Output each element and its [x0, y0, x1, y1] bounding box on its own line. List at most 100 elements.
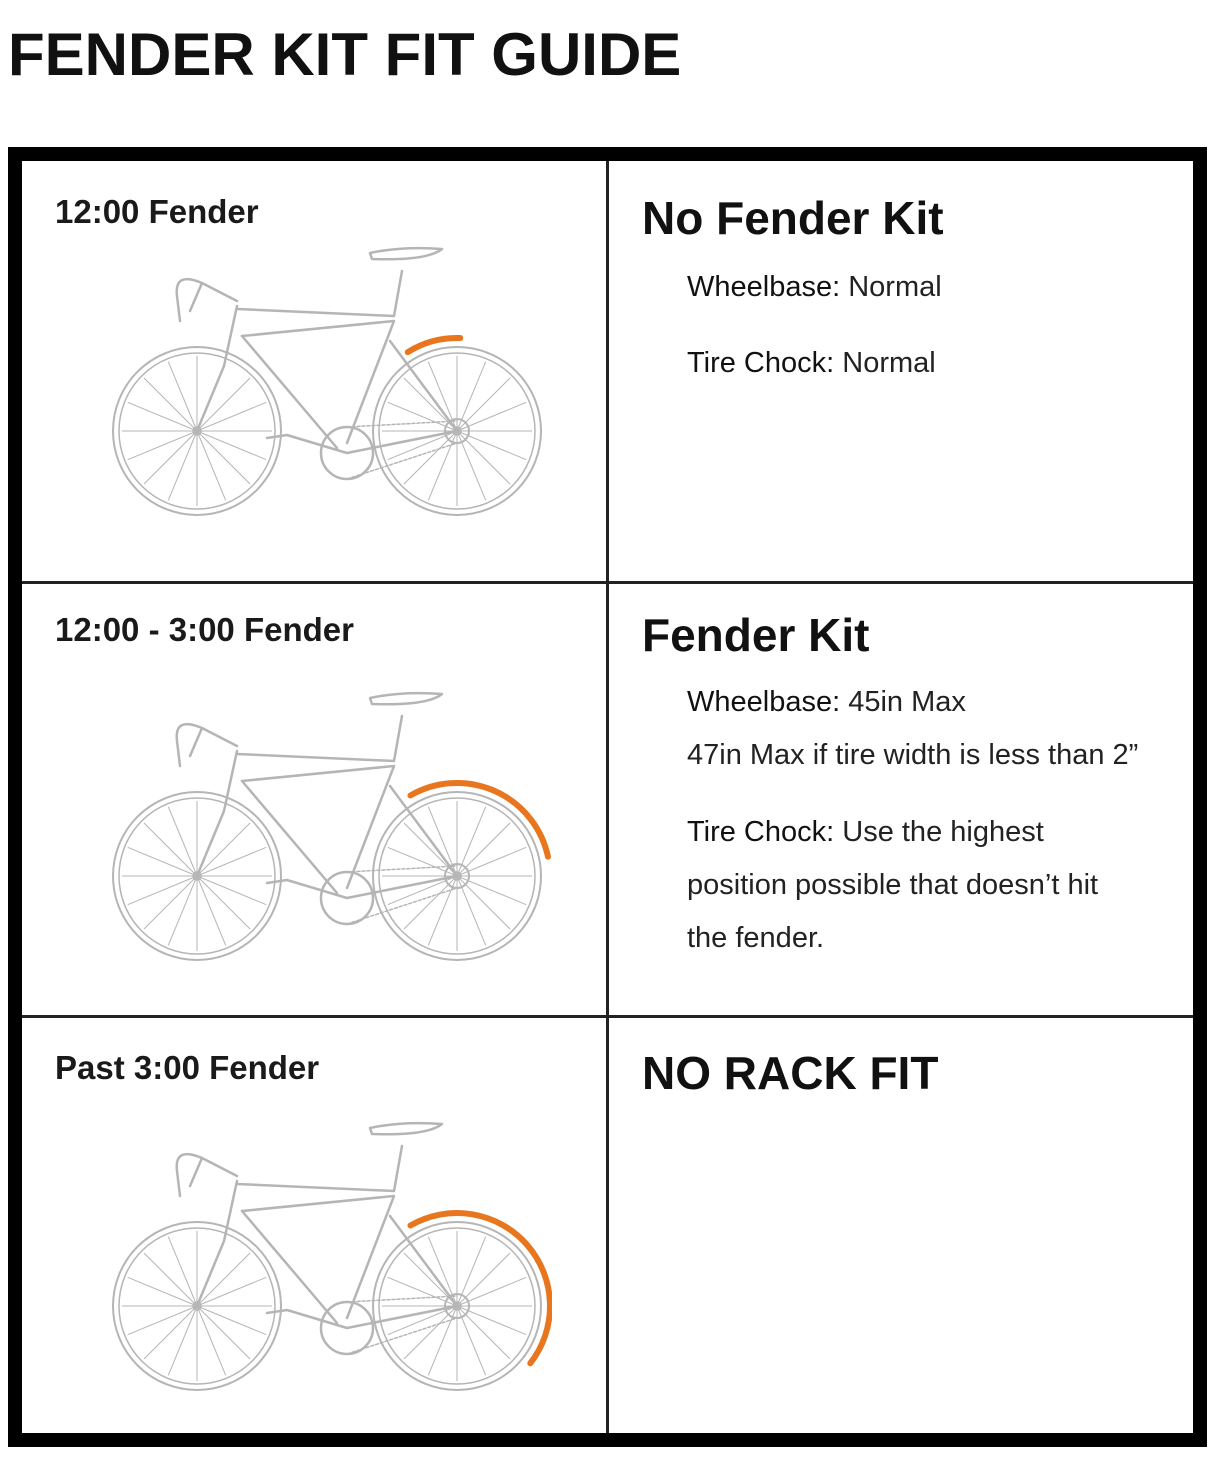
fork: [195, 749, 239, 878]
tire-chock-label: Tire Chock:: [687, 347, 835, 379]
fender-label-3: Past 3:00 Fender: [55, 1049, 320, 1086]
bike-illustration-12-fender: [112, 246, 542, 516]
hub: [192, 1301, 202, 1311]
spoke: [143, 430, 198, 485]
spoke: [127, 430, 198, 461]
spoke: [196, 1305, 251, 1360]
spoke: [143, 822, 198, 877]
spoke: [196, 875, 267, 906]
chain: [346, 1295, 458, 1355]
rim: [118, 797, 276, 955]
handlebar: [175, 1152, 239, 1198]
cassette: [444, 863, 470, 889]
spoke: [196, 430, 251, 485]
tire-chock-value: Normal: [842, 347, 936, 379]
fender-arc: [407, 1210, 552, 1367]
fender-arc: [407, 780, 551, 860]
rim: [378, 797, 536, 955]
page-title: FENDER KIT FIT GUIDE: [8, 21, 682, 88]
spoke: [127, 1305, 198, 1336]
crank-pedal: [265, 878, 349, 900]
spoke: [143, 1252, 198, 1307]
top-tube: [235, 714, 404, 763]
result-heading-1: No Fender Kit: [642, 192, 944, 244]
spoke: [127, 1276, 198, 1307]
chain: [346, 420, 458, 480]
saddle: [368, 691, 444, 706]
spoke: [196, 1276, 267, 1307]
down-tube: [240, 334, 339, 450]
tire-chock-line-2: Tire Chock: Use the highest position poss…: [687, 806, 1098, 965]
spoke: [196, 377, 251, 432]
spoke: [196, 430, 267, 461]
fork: [195, 304, 239, 433]
tire-chock-line-1: Tire Chock: Normal: [687, 337, 936, 390]
fender-label-2: 12:00 - 3:00 Fender: [55, 611, 354, 648]
saddle: [368, 246, 444, 261]
rim: [118, 352, 276, 510]
spoke: [196, 875, 251, 930]
tire: [112, 1221, 282, 1391]
cassette: [444, 418, 470, 444]
seat-tube: [240, 764, 396, 890]
bike-illustration-past-3-fender: [112, 1121, 552, 1391]
fender-label-1: 12:00 Fender: [55, 193, 259, 230]
seat-tube: [240, 1194, 396, 1320]
spoke: [143, 377, 198, 432]
stays: [345, 784, 459, 900]
saddle: [368, 1121, 444, 1136]
crank-pedal: [265, 433, 349, 455]
cassette: [444, 1293, 470, 1319]
handlebar: [175, 722, 239, 768]
down-tube: [240, 1209, 339, 1325]
spoke: [196, 401, 267, 432]
seat-tube: [240, 319, 396, 445]
wheelbase-value: Normal: [848, 271, 942, 303]
front-wheel: [112, 1221, 282, 1391]
rim: [378, 1227, 536, 1385]
stays: [345, 1214, 459, 1330]
fender-arc: [404, 335, 464, 356]
rim: [118, 1227, 276, 1385]
spoke: [167, 361, 198, 432]
tire: [112, 346, 282, 516]
spoke: [167, 430, 198, 501]
spoke: [127, 875, 198, 906]
fit-guide-table: 12:00 Fender No Fender Kit Wheelbase: No…: [8, 147, 1207, 1447]
front-wheel: [112, 791, 282, 961]
crank-pedal: [265, 1308, 349, 1330]
chain: [346, 865, 458, 925]
wheelbase-label: Wheelbase:: [687, 686, 841, 718]
spoke: [127, 846, 198, 877]
column-divider: [606, 161, 609, 1433]
hub: [192, 426, 202, 436]
row-divider: [22, 581, 1193, 584]
spoke: [196, 875, 227, 946]
row-divider: [22, 1015, 1193, 1018]
tire: [112, 791, 282, 961]
spoke: [196, 822, 251, 877]
spoke: [127, 401, 198, 432]
wheelbase-note: 47in Max if tire width is less than 2”: [687, 739, 1139, 771]
rim: [378, 352, 536, 510]
spoke: [167, 806, 198, 877]
handlebar: [175, 277, 239, 323]
wheelbase-label: Wheelbase:: [687, 271, 841, 303]
tire: [372, 791, 542, 961]
tire-chock-value-line: Use the highest: [842, 816, 1044, 848]
front-wheel: [112, 346, 282, 516]
wheelbase-value: 45in Max: [848, 686, 966, 718]
result-heading-3: NO RACK FIT: [642, 1047, 939, 1099]
spoke: [167, 1236, 198, 1307]
hub: [192, 871, 202, 881]
tire-chock-value-line: position possible that doesn’t hit: [687, 869, 1099, 901]
stays: [345, 339, 459, 455]
tire: [372, 346, 542, 516]
spoke: [196, 846, 267, 877]
wheelbase-line-2: Wheelbase: 45in Max 47in Max if tire widt…: [687, 676, 1138, 782]
spoke: [196, 1305, 267, 1336]
tire: [372, 1221, 542, 1391]
bike-illustration-12-3-fender: [112, 691, 551, 961]
spoke: [167, 875, 198, 946]
spoke: [196, 430, 227, 501]
